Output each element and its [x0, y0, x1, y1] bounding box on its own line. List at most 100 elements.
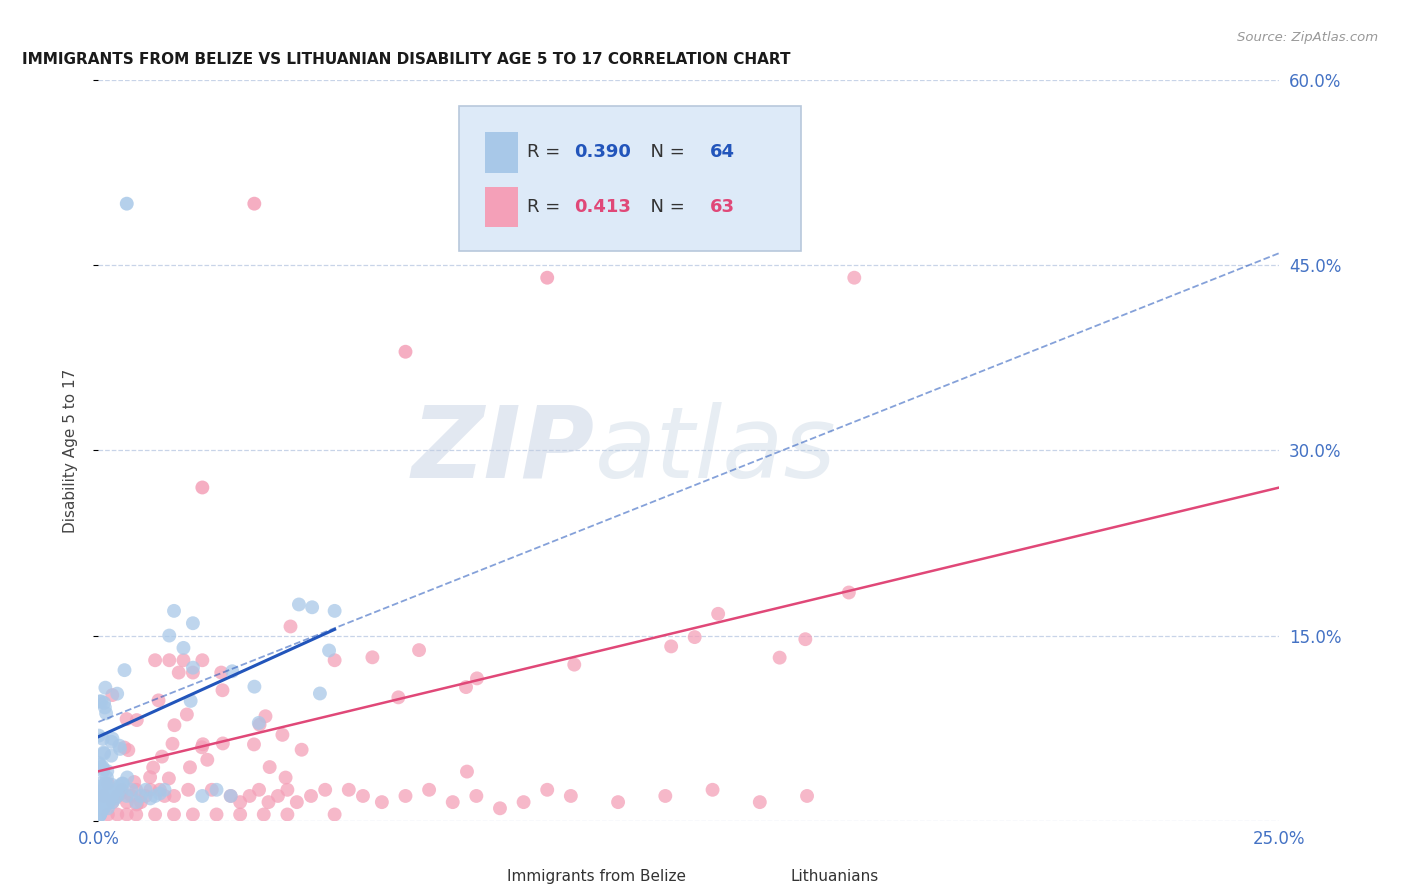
Point	[105, 782, 128, 797]
Point	[114, 663, 136, 677]
Text: 0.390: 0.390	[575, 144, 631, 161]
Point	[163, 718, 186, 732]
Point	[247, 715, 270, 730]
Point	[844, 270, 866, 285]
Point	[323, 807, 346, 822]
Point	[239, 789, 262, 803]
Point	[536, 782, 558, 797]
Point	[536, 270, 558, 285]
Point	[115, 807, 138, 822]
Point	[254, 709, 277, 723]
Point	[683, 630, 706, 644]
Point	[90, 789, 112, 803]
Point	[150, 749, 173, 764]
Point	[97, 791, 120, 805]
Point	[465, 672, 488, 686]
Point	[101, 795, 124, 809]
Point	[454, 680, 477, 694]
Point	[560, 789, 582, 803]
Point	[94, 782, 117, 797]
Point	[121, 789, 143, 803]
Point	[181, 807, 204, 822]
Point	[211, 736, 233, 750]
Point	[172, 640, 194, 655]
Point	[456, 764, 478, 779]
Point	[94, 706, 117, 721]
FancyBboxPatch shape	[458, 106, 801, 251]
Point	[748, 795, 770, 809]
Point	[97, 801, 120, 815]
Point	[93, 782, 115, 797]
Text: ZIP: ZIP	[412, 402, 595, 499]
Text: atlas: atlas	[595, 402, 837, 499]
Point	[276, 782, 298, 797]
Point	[195, 753, 218, 767]
Point	[301, 600, 323, 615]
Point	[247, 782, 270, 797]
Point	[243, 738, 266, 752]
Point	[96, 764, 118, 778]
Point	[465, 789, 488, 803]
Point	[91, 764, 114, 779]
Point	[149, 787, 172, 801]
Point	[91, 782, 114, 797]
Text: R =: R =	[527, 144, 567, 161]
Point	[149, 782, 172, 797]
Point	[112, 740, 135, 755]
Point	[191, 653, 214, 667]
Text: N =: N =	[640, 198, 690, 216]
Point	[91, 795, 114, 809]
Point	[121, 782, 143, 797]
Point	[157, 772, 180, 786]
Point	[89, 807, 111, 822]
Point	[209, 665, 232, 680]
Point	[94, 787, 117, 801]
Point	[111, 776, 134, 791]
Point	[110, 786, 132, 800]
Point	[280, 619, 302, 633]
Point	[838, 585, 860, 599]
Point	[90, 804, 112, 818]
Point	[143, 653, 166, 667]
Point	[394, 344, 416, 359]
Point	[93, 789, 115, 803]
Point	[115, 712, 138, 726]
Point	[89, 807, 111, 822]
Point	[337, 782, 360, 797]
Point	[387, 690, 409, 705]
Point	[181, 661, 204, 675]
Point	[142, 760, 165, 774]
Point	[87, 780, 110, 794]
Point	[93, 789, 115, 803]
Point	[291, 742, 314, 756]
Point	[512, 795, 534, 809]
Point	[323, 604, 346, 618]
Point	[659, 640, 682, 654]
Point	[96, 795, 118, 809]
Point	[163, 789, 186, 803]
Point	[257, 795, 280, 809]
Point	[94, 700, 117, 714]
Point	[219, 789, 242, 803]
Point	[172, 653, 194, 667]
Point	[794, 632, 817, 647]
Point	[243, 680, 266, 694]
Point	[90, 804, 112, 818]
Y-axis label: Disability Age 5 to 17: Disability Age 5 to 17	[63, 368, 77, 533]
Point	[318, 643, 340, 657]
Point	[707, 607, 730, 621]
Point	[94, 776, 117, 791]
Point	[276, 807, 298, 822]
Point	[125, 807, 148, 822]
Point	[101, 731, 124, 746]
Point	[274, 771, 297, 785]
Point	[111, 776, 134, 791]
Point	[205, 782, 228, 797]
Point	[148, 693, 170, 707]
Text: Source: ZipAtlas.com: Source: ZipAtlas.com	[1237, 31, 1378, 45]
Point	[441, 795, 464, 809]
Point	[191, 740, 214, 755]
Point	[107, 779, 129, 793]
Point	[89, 757, 111, 772]
Point	[100, 789, 122, 803]
